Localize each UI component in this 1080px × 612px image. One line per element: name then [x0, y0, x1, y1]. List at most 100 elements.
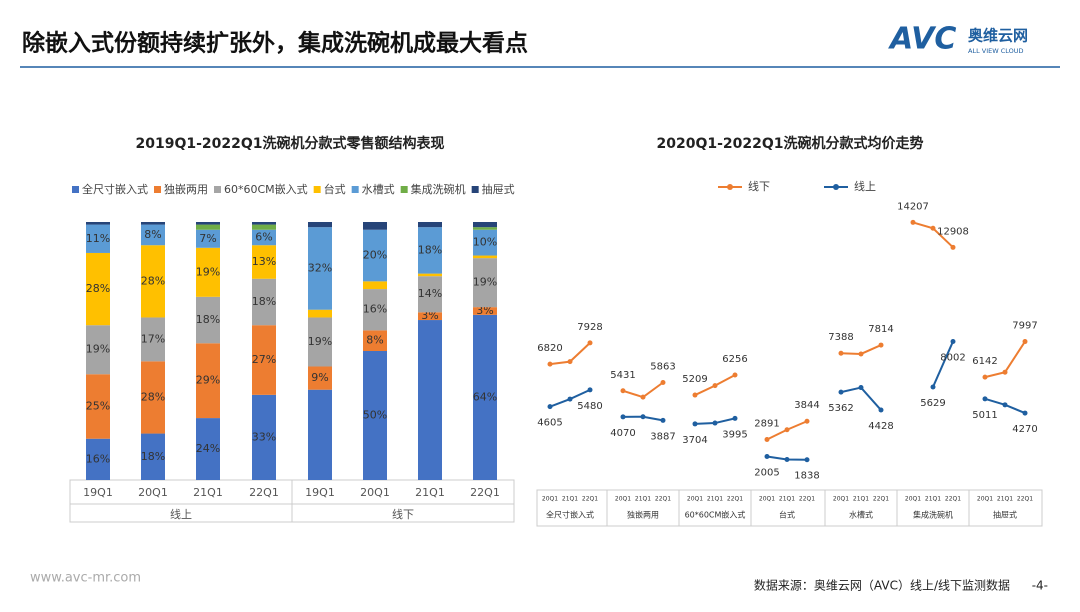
- data-label: 5629: [920, 398, 945, 409]
- point: [567, 359, 573, 365]
- point: [1002, 402, 1008, 408]
- legend-label: 线下: [748, 179, 770, 193]
- data-label: 20%: [363, 249, 387, 262]
- data-label: 6256: [722, 354, 747, 365]
- x-tick-label: 20Q1: [833, 496, 849, 503]
- bar-segment: [141, 245, 165, 318]
- x-tick-label: 20Q1: [759, 496, 775, 503]
- bar-segment: [86, 224, 110, 253]
- x-tick-label: 21Q1: [925, 496, 941, 503]
- bar-segment: [308, 366, 332, 390]
- x-tick-label: 22Q1: [945, 496, 961, 503]
- x-tick-label: 21Q1: [562, 496, 578, 503]
- point: [732, 372, 738, 378]
- data-label: 13%: [252, 255, 276, 268]
- bar-segment: [196, 296, 220, 344]
- data-label: 12908: [937, 226, 969, 237]
- legend-swatch: [400, 186, 408, 193]
- bar-segment: [196, 229, 220, 248]
- group-label: 60*60CM嵌入式: [685, 510, 746, 520]
- legend-swatch: [154, 186, 161, 193]
- legend-label: 60*60CM嵌入式: [224, 183, 308, 196]
- data-label: 29%: [196, 374, 220, 387]
- chart-title: 2020Q1-2022Q1洗碗机分款式均价走势: [656, 135, 923, 152]
- point: [764, 454, 770, 460]
- legend-label: 水槽式: [362, 183, 395, 196]
- data-label: 5431: [610, 370, 635, 381]
- x-tick-label: 21Q1: [997, 496, 1013, 503]
- data-label: 32%: [308, 261, 332, 274]
- group-label: 独嵌两用: [627, 510, 659, 520]
- data-label: 7928: [577, 322, 602, 333]
- data-label: 19%: [196, 265, 220, 278]
- x-tick-label: 22Q1: [249, 486, 279, 499]
- data-label: 3995: [722, 429, 747, 440]
- x-tick-label: 22Q1: [873, 496, 889, 503]
- data-label: 3844: [794, 400, 819, 411]
- bar-segment: [252, 394, 276, 480]
- bar-segment: [196, 247, 220, 297]
- bar-segment: [418, 320, 442, 480]
- data-label: 10%: [473, 236, 497, 249]
- legend-swatch: [313, 186, 321, 193]
- point: [838, 350, 844, 356]
- data-label: 24%: [196, 442, 220, 455]
- point: [1002, 369, 1008, 375]
- data-label: 8%: [144, 228, 161, 241]
- data-label: 3%: [476, 304, 493, 317]
- point: [804, 418, 810, 424]
- bar-segment: [196, 343, 220, 419]
- x-tick-label: 22Q1: [1017, 496, 1033, 503]
- data-label: 5209: [682, 374, 707, 385]
- chart-title: 2019Q1-2022Q1洗碗机分款式零售额结构表现: [135, 135, 444, 152]
- legend-label: 抽屉式: [482, 182, 515, 196]
- data-label: 14207: [897, 201, 929, 212]
- point: [930, 225, 936, 231]
- data-label: 7997: [1012, 321, 1037, 332]
- website: www.avc-mr.com: [30, 571, 141, 586]
- point: [764, 437, 770, 443]
- point: [950, 244, 956, 250]
- legend-label: 全尺寸嵌入式: [82, 182, 148, 196]
- point: [692, 421, 698, 427]
- bar-segment: [252, 222, 276, 225]
- point: [640, 394, 646, 400]
- bar-segment: [473, 307, 497, 315]
- bar-segment: [473, 258, 497, 308]
- point: [784, 427, 790, 433]
- bar-segment: [308, 317, 332, 367]
- point: [930, 384, 936, 390]
- point: [838, 389, 844, 395]
- point: [982, 374, 988, 380]
- bar-segment: [86, 374, 110, 439]
- point: [878, 407, 884, 413]
- data-label: 5863: [650, 362, 675, 373]
- x-tick-label: 22Q1: [799, 496, 815, 503]
- point: [732, 415, 738, 421]
- group-label: 全尺寸嵌入式: [546, 510, 594, 520]
- x-tick-label: 20Q1: [138, 486, 168, 499]
- x-tick-label: 19Q1: [305, 486, 335, 499]
- data-label: 8%: [366, 334, 383, 347]
- point: [587, 387, 593, 393]
- bar-segment: [473, 222, 497, 228]
- bar-segment: [308, 227, 332, 310]
- slide-title: 除嵌入式份额持续扩张外，集成洗碗机成最大看点: [22, 30, 528, 57]
- legend-swatch: [471, 186, 479, 193]
- point: [587, 340, 593, 346]
- axis-box: [536, 489, 1043, 527]
- x-tick-label: 22Q1: [655, 496, 671, 503]
- x-tick-label: 20Q1: [905, 496, 921, 503]
- bar-segment: [196, 418, 220, 480]
- data-label: 19%: [473, 276, 497, 289]
- point: [640, 414, 646, 420]
- data-label: 16%: [86, 452, 110, 465]
- data-label: 18%: [418, 243, 442, 256]
- x-tick-label: 20Q1: [360, 486, 390, 499]
- data-label: 28%: [141, 390, 165, 403]
- bar-segment: [418, 222, 442, 228]
- data-label: 19%: [308, 335, 332, 348]
- bar-segment: [308, 222, 332, 228]
